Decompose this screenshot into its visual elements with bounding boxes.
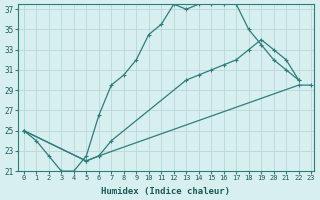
X-axis label: Humidex (Indice chaleur): Humidex (Indice chaleur) bbox=[101, 187, 230, 196]
